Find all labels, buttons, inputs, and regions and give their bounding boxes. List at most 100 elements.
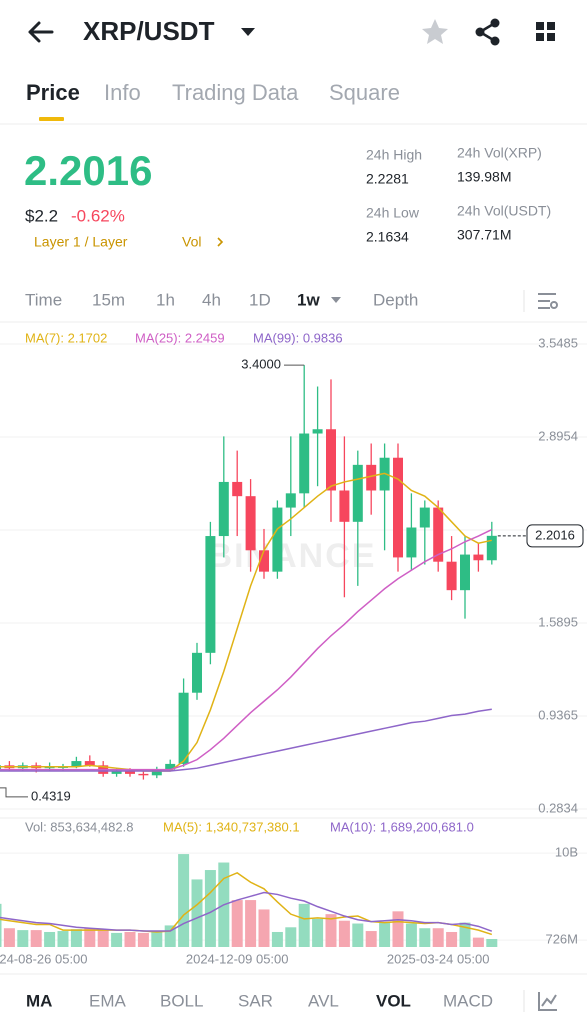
candle-body [326,429,336,491]
stat-label: 24h High [366,147,422,163]
interval[interactable]: 4h [202,290,221,309]
y-tick-label: 1.5895 [538,614,578,629]
share-button[interactable] [475,18,500,46]
candle-body [406,527,417,558]
chart-settings[interactable] [538,293,558,309]
stat-value: 2.2281 [366,171,409,187]
indicator-tab[interactable]: VOL [376,991,411,1010]
candle-body [84,761,95,766]
volume-legend: MA(5): 1,340,737,380.1 [163,819,300,834]
back-button[interactable] [28,21,54,43]
interval[interactable]: 1D [249,290,271,309]
indicator-tab[interactable]: SAR [238,991,273,1010]
volume-bar [446,931,458,947]
indicator-tab[interactable]: EMA [89,991,127,1010]
interval[interactable]: 1h [156,290,175,309]
ma-line [0,472,492,772]
interval[interactable]: 1w [297,290,320,309]
volume-bar [111,932,123,947]
volume-bar [44,931,56,947]
tab[interactable]: Price [26,80,80,105]
volume-bar [352,923,364,947]
vol-link[interactable]: Vol [182,234,201,250]
volume-bar [204,870,216,947]
stat-label: 24h Vol(USDT) [457,203,551,219]
menu-grid[interactable] [536,22,555,41]
stat-label: 24h Low [366,205,420,221]
indicator-tab[interactable]: MA [26,991,52,1010]
candle-body [71,761,82,767]
candle-body [339,490,350,522]
indicator-settings[interactable] [538,992,557,1011]
candle-body [245,496,256,551]
ma-line [0,891,493,932]
volume-bar [486,938,498,947]
pair-dropdown[interactable] [241,28,255,36]
volume-bar [231,900,243,947]
candle-body [232,481,243,497]
stat-value: 307.71M [457,227,511,243]
volume-bar [191,879,203,947]
volume-bar [338,920,350,947]
chevron [217,237,224,247]
interval[interactable]: Depth [373,290,418,309]
candle-body [165,763,176,770]
volume-bar [258,909,270,947]
volume-bar [312,918,324,947]
x-tick-label: 2025-03-24 05:00 [387,951,490,966]
tab[interactable]: Trading Data [172,80,299,105]
indicator-tab[interactable]: BOLL [160,991,203,1010]
candle-body [299,433,310,494]
candle-body [460,554,470,591]
ma-legend: MA(7): 2.1702 [25,330,107,345]
ma-legend: MA(99): 0.9836 [253,330,343,345]
favorite-star[interactable] [422,19,448,44]
usd-price: $2.2 [25,206,58,225]
candle-body [192,652,202,693]
candle-body [312,429,323,434]
ma-line [0,528,493,771]
interval-dropdown[interactable] [331,297,341,303]
stat-label: 24h Vol(XRP) [457,145,542,161]
y-tick-label: 2.8954 [538,428,578,443]
category-tag[interactable]: Layer 1 / Layer [34,234,128,250]
annotation-label: 0.4319 [31,788,71,803]
candle-body [366,464,377,491]
ma-legend: MA(25): 2.2459 [135,330,225,345]
volume-bar [419,928,431,947]
volume-bar [379,922,391,947]
volume-bar [432,928,444,947]
y-tick-label: 3.5485 [538,335,578,350]
annotation-line [0,787,28,798]
y-tick-label: 0.2834 [538,800,578,815]
stat-value: 2.1634 [366,229,409,245]
volume-bar [325,914,337,947]
volume-bar [137,932,149,947]
interval[interactable]: Time [25,290,62,309]
volume-bar [124,931,136,947]
last-price-label: 2.2016 [535,527,575,542]
volume-bar [0,903,2,947]
volume-bar [84,928,96,947]
ma-line [0,871,493,936]
candle-body [446,561,457,591]
indicator-tab[interactable]: MACD [443,991,493,1010]
last-price: 2.2016 [24,147,152,194]
volume-bar [70,929,82,947]
volume-bar [285,927,297,947]
candle-body [272,507,283,572]
last-price-box [526,524,584,548]
tab[interactable]: Info [104,80,141,105]
interval[interactable]: 15m [92,290,125,309]
pair-title[interactable]: XRP/USDT [83,16,215,46]
candle-body [433,507,444,562]
candle-body [111,771,122,774]
volume-bar [97,930,109,947]
candle-body [138,773,149,776]
y-tick-label: 0.9365 [538,707,578,722]
volume-bar [459,922,471,947]
indicator-tab[interactable]: AVL [308,991,339,1010]
candle-body [419,507,430,528]
tab[interactable]: Square [329,80,400,105]
